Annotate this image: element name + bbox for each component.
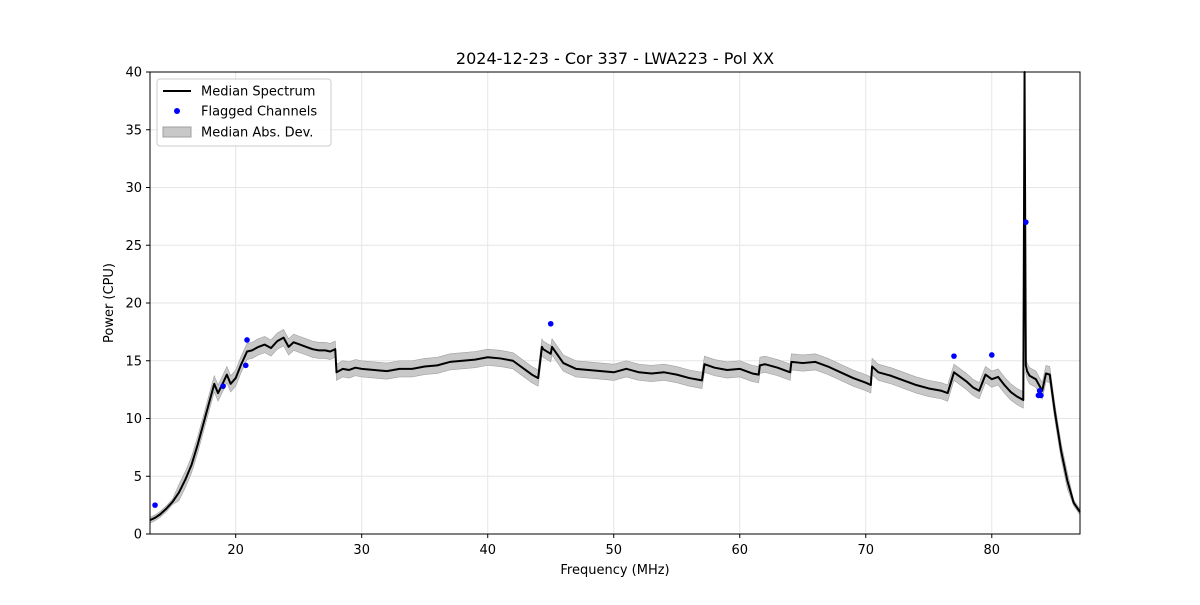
legend: Median Spectrum Flagged Channels Median … [156, 78, 332, 147]
x-tick-label: 20 [227, 543, 244, 558]
y-tick-label: 30 [125, 181, 142, 196]
flagged-channel-point [220, 383, 226, 389]
y-tick-label: 10 [125, 412, 142, 427]
legend-flagged-label: Flagged Channels [201, 105, 317, 120]
chart-title: 2024-12-23 - Cor 337 - LWA223 - Pol XX [456, 49, 774, 68]
flagged-channel-point [547, 320, 554, 327]
x-tick-label: 30 [353, 543, 370, 558]
flagged-points-layer [152, 219, 1044, 508]
y-tick-label: 35 [125, 123, 142, 138]
legend-mad-label: Median Abs. Dev. [201, 126, 313, 141]
x-axis-ticks: 20 30 40 50 60 70 80 [227, 534, 1000, 558]
legend-median-label: Median Spectrum [201, 85, 315, 100]
x-tick-label: 60 [731, 543, 748, 558]
flagged-channel-point [242, 362, 249, 369]
y-axis-ticks: 0 5 10 15 20 25 30 35 40 [125, 66, 150, 543]
legend-box [156, 78, 332, 147]
flagged-channel-point [1038, 392, 1044, 399]
x-tick-label: 80 [984, 543, 1001, 558]
flagged-channel-point [951, 353, 957, 359]
flagged-channel-point [988, 352, 995, 358]
y-tick-label: 5 [134, 470, 142, 485]
x-axis-label: Frequency (MHz) [560, 563, 669, 578]
flagged-channel-point [1023, 219, 1029, 225]
y-tick-label: 40 [125, 66, 142, 81]
flagged-channel-point [152, 502, 158, 508]
y-tick-label: 20 [125, 297, 142, 312]
grid-lines [150, 71, 1080, 535]
x-tick-label: 70 [857, 543, 874, 558]
median-line-layer [149, 71, 1081, 522]
x-tick-label: 40 [479, 543, 496, 558]
flagged-channel-point [244, 337, 250, 343]
y-axis-label: Power (CPU) [102, 263, 117, 343]
median-spectrum-line [149, 71, 1081, 522]
y-tick-label: 25 [125, 239, 142, 254]
legend-mad-swatch [162, 126, 192, 138]
legend-flagged-swatch [174, 108, 180, 114]
x-tick-label: 50 [605, 543, 622, 558]
y-tick-label: 0 [134, 528, 142, 543]
y-tick-label: 15 [125, 354, 142, 369]
flagged-channel-point [1036, 387, 1043, 394]
